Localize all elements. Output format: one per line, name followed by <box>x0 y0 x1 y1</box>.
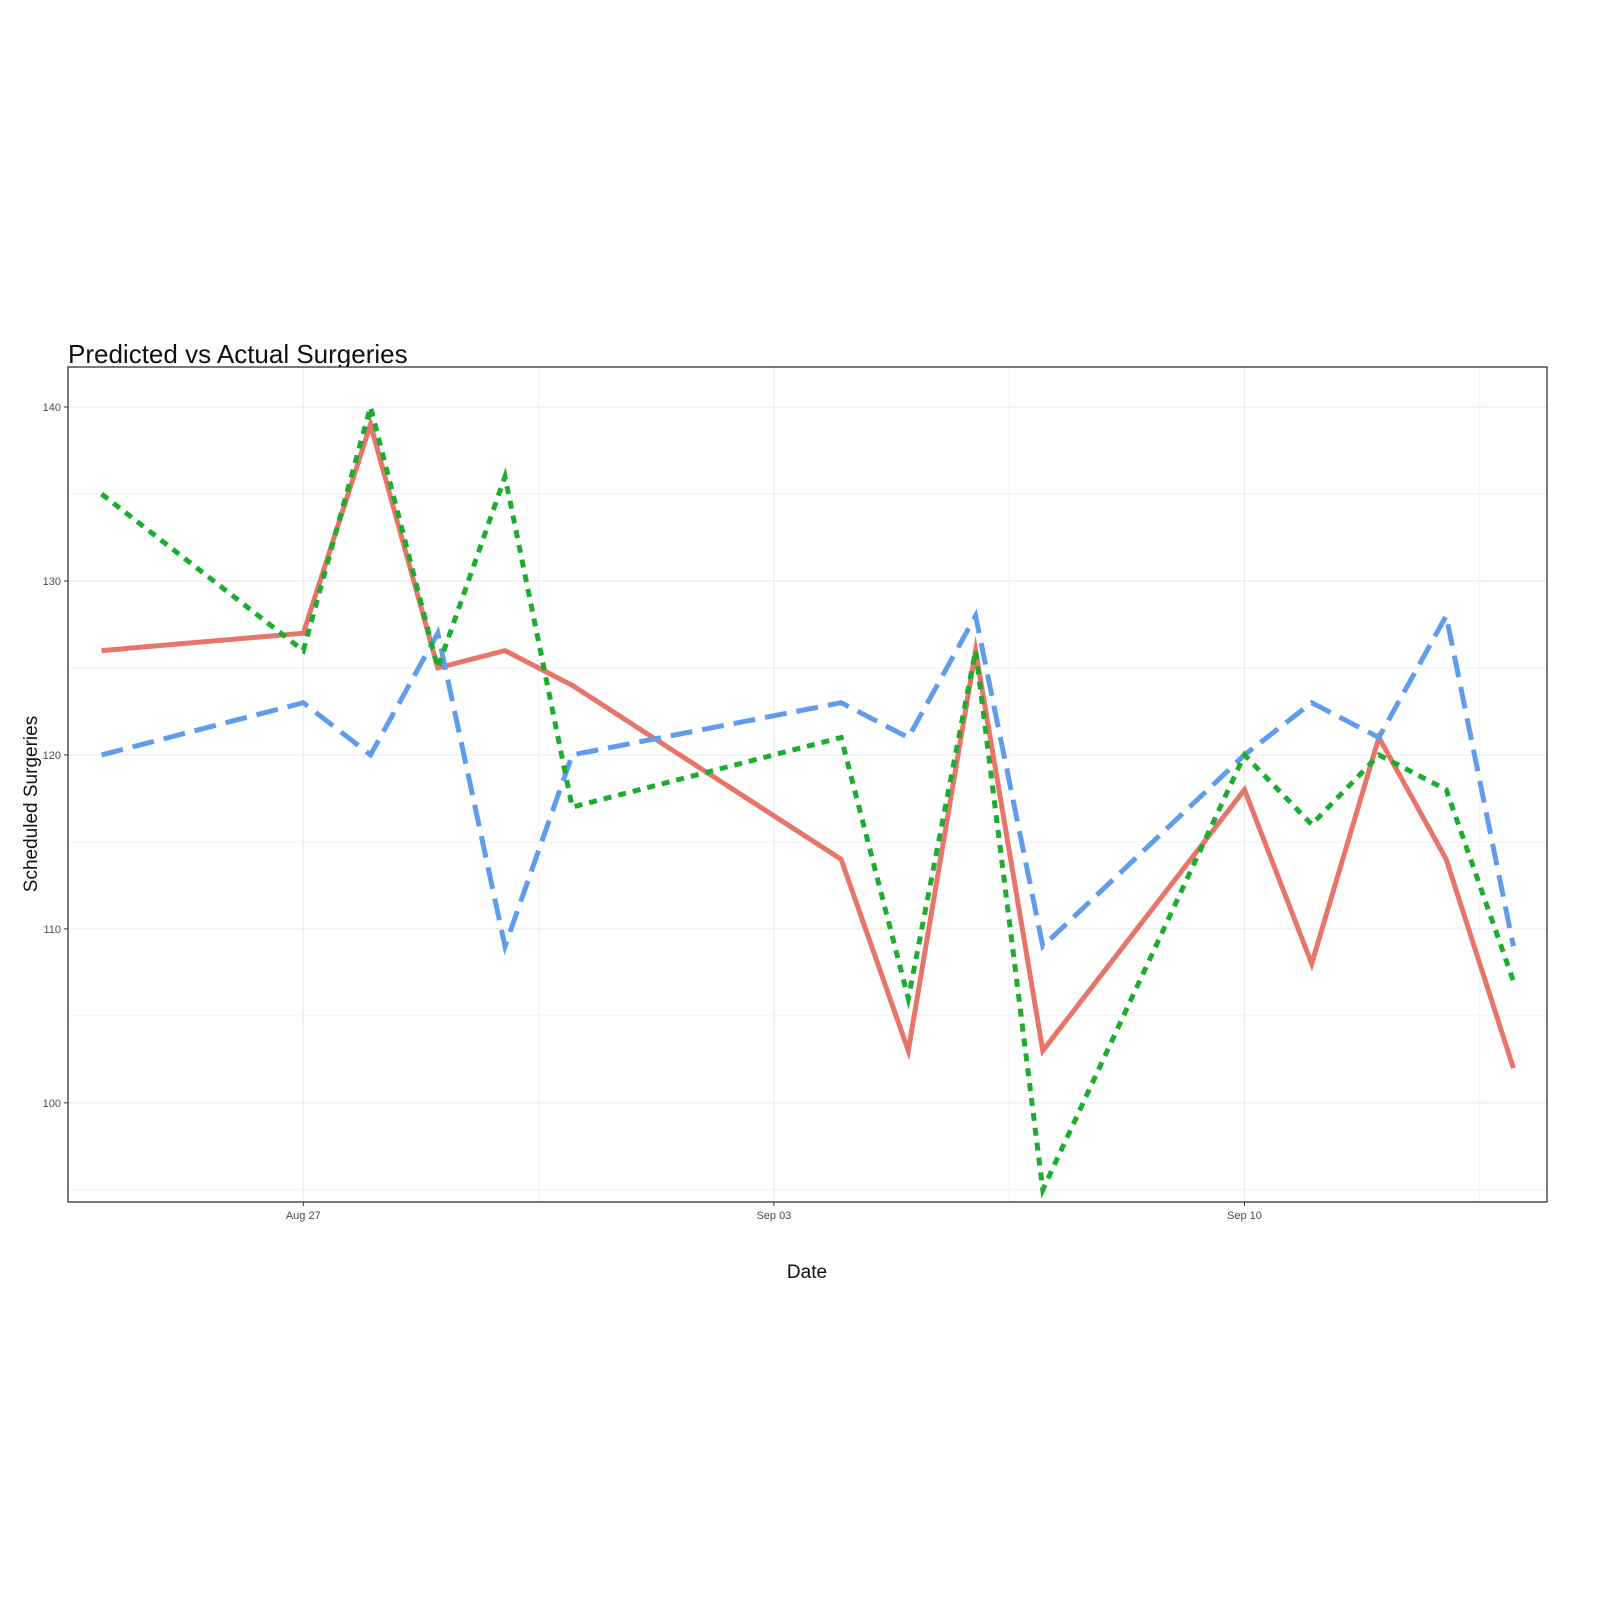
y-tick-label: 120 <box>43 750 61 762</box>
y-tick-label: 130 <box>43 576 61 588</box>
x-tick-label: Sep 10 <box>1227 1210 1262 1222</box>
y-tick-label: 140 <box>43 402 61 414</box>
y-axis-label: Scheduled Surgeries <box>21 715 42 893</box>
plot-border <box>67 366 1548 1203</box>
y-tick-label: 100 <box>43 1098 61 1110</box>
chart-title: Predicted vs Actual Surgeries <box>68 339 408 369</box>
series-line-1 <box>101 415 1516 1069</box>
series-line-3 <box>100 397 1516 1199</box>
series-line-2 <box>100 608 1516 956</box>
x-axis-label: Date <box>786 1262 828 1283</box>
x-tick-label: Aug 27 <box>286 1210 321 1222</box>
plot-panel <box>68 367 1547 1202</box>
x-tick-label: Sep 03 <box>756 1210 791 1222</box>
y-tick-label: 110 <box>43 924 61 936</box>
